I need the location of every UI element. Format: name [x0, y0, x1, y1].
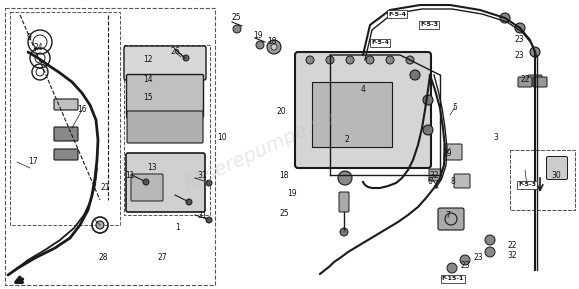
Text: 10: 10 [217, 134, 227, 142]
Text: 19: 19 [253, 31, 263, 40]
Text: 23: 23 [460, 262, 470, 271]
FancyBboxPatch shape [444, 144, 462, 160]
Text: 8: 8 [450, 177, 455, 186]
Circle shape [485, 247, 495, 257]
Circle shape [530, 47, 540, 57]
FancyBboxPatch shape [429, 169, 441, 181]
Circle shape [460, 255, 470, 265]
Circle shape [96, 221, 104, 229]
Text: 30: 30 [551, 171, 561, 179]
Text: 21: 21 [100, 184, 110, 192]
Text: 25: 25 [279, 210, 289, 218]
Bar [312, 82, 392, 147]
Text: 12: 12 [143, 55, 153, 64]
Circle shape [183, 55, 189, 61]
Circle shape [143, 179, 149, 185]
Text: 16: 16 [77, 105, 87, 114]
Text: 32: 32 [507, 251, 517, 260]
Text: 29: 29 [442, 149, 452, 158]
Circle shape [406, 56, 414, 64]
Circle shape [256, 41, 264, 49]
Text: F-5-3: F-5-3 [518, 182, 536, 188]
Text: 20: 20 [276, 108, 286, 116]
Text: 18: 18 [279, 171, 289, 179]
Circle shape [410, 70, 420, 80]
Circle shape [423, 95, 433, 105]
Text: 28: 28 [98, 253, 108, 262]
Circle shape [386, 56, 394, 64]
FancyBboxPatch shape [528, 75, 542, 85]
Circle shape [306, 56, 314, 64]
Text: 11: 11 [125, 171, 135, 179]
Bar [10, 12, 120, 225]
Bar [5, 8, 215, 285]
FancyBboxPatch shape [126, 75, 203, 118]
Circle shape [271, 44, 277, 50]
Text: F-5-4: F-5-4 [371, 40, 389, 45]
Text: 3: 3 [493, 132, 499, 142]
Text: 18: 18 [267, 38, 277, 47]
Text: F-5-4: F-5-4 [388, 12, 406, 16]
Text: 31: 31 [197, 171, 207, 179]
Text: 9: 9 [27, 32, 31, 42]
Text: 23: 23 [514, 36, 524, 45]
FancyBboxPatch shape [54, 127, 78, 141]
FancyBboxPatch shape [533, 77, 547, 87]
Text: 19: 19 [287, 188, 297, 197]
Text: 26: 26 [170, 47, 180, 57]
FancyBboxPatch shape [295, 52, 431, 168]
Text: 25: 25 [231, 14, 241, 23]
Text: 13: 13 [147, 164, 157, 173]
FancyBboxPatch shape [127, 111, 203, 143]
FancyBboxPatch shape [124, 46, 206, 80]
FancyBboxPatch shape [518, 77, 532, 87]
Circle shape [186, 199, 192, 205]
Bar [510, 150, 575, 210]
Circle shape [447, 263, 457, 273]
Circle shape [340, 228, 348, 236]
Text: 2: 2 [345, 136, 349, 144]
Text: 6: 6 [427, 177, 433, 186]
Circle shape [267, 40, 281, 54]
FancyBboxPatch shape [54, 99, 78, 110]
FancyBboxPatch shape [547, 157, 567, 179]
Circle shape [346, 56, 354, 64]
Text: F-5-3: F-5-3 [420, 23, 438, 27]
FancyBboxPatch shape [339, 192, 349, 212]
Text: 14: 14 [143, 75, 153, 84]
Text: fikserepumpe.no: fikserepumpe.no [182, 107, 339, 194]
Circle shape [233, 25, 241, 33]
Circle shape [326, 56, 334, 64]
Text: 5: 5 [453, 103, 457, 112]
Text: 15: 15 [143, 92, 153, 101]
Text: 4: 4 [361, 86, 365, 95]
Text: 1: 1 [175, 223, 181, 232]
FancyBboxPatch shape [54, 149, 78, 160]
Circle shape [500, 13, 510, 23]
Bar [510, 150, 575, 210]
Text: 27: 27 [157, 253, 167, 262]
Circle shape [423, 125, 433, 135]
Text: 31: 31 [197, 210, 207, 220]
Text: 22: 22 [507, 240, 516, 249]
FancyBboxPatch shape [438, 208, 464, 230]
Text: F-15-1: F-15-1 [442, 277, 464, 281]
Text: 23: 23 [514, 51, 524, 60]
FancyBboxPatch shape [126, 153, 205, 212]
Circle shape [485, 235, 495, 245]
Text: 23: 23 [473, 253, 483, 262]
FancyBboxPatch shape [131, 174, 163, 201]
Bar [124, 45, 210, 215]
Circle shape [338, 171, 352, 185]
FancyBboxPatch shape [454, 174, 470, 188]
Circle shape [206, 217, 212, 223]
Text: 22: 22 [521, 75, 530, 84]
Text: 32: 32 [429, 171, 439, 181]
Text: 7: 7 [446, 210, 450, 220]
Text: 17: 17 [28, 158, 38, 166]
Text: 24: 24 [33, 42, 43, 51]
Circle shape [206, 180, 212, 186]
Circle shape [366, 56, 374, 64]
Circle shape [515, 23, 525, 33]
